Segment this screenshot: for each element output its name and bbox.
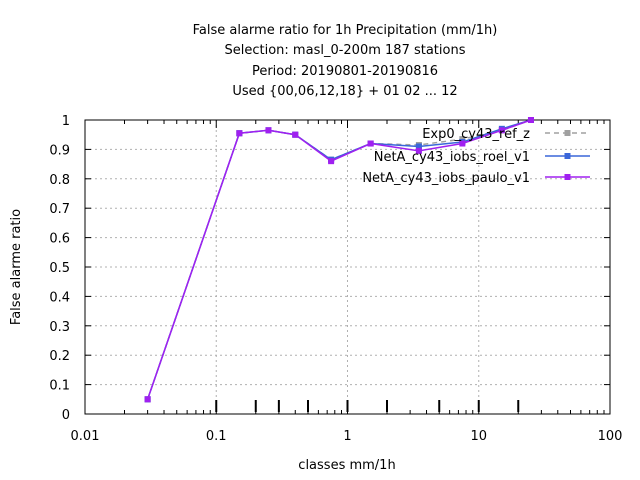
data-point bbox=[459, 140, 466, 147]
data-point bbox=[527, 117, 534, 123]
x-axis-label: classes mm/1h bbox=[298, 458, 395, 473]
class-markers bbox=[215, 400, 520, 412]
series-2 bbox=[144, 117, 534, 403]
axis-tick-labels: 0 0.1 0.2 0.3 0.4 0.5 0.6 0.7 0.8 0.9 1 0.01 0.1 1 10 1… bbox=[49, 114, 622, 444]
legend-marker bbox=[564, 153, 571, 159]
legend-marker bbox=[564, 174, 571, 180]
data-point bbox=[367, 140, 374, 147]
data-point bbox=[415, 147, 422, 154]
data-point bbox=[415, 143, 422, 150]
y-tick-label: 0.2 bbox=[49, 349, 70, 364]
y-tick-label: 0.1 bbox=[49, 379, 70, 394]
y-axis-label: False alarme ratio bbox=[9, 209, 24, 325]
x-tick-label: 100 bbox=[598, 429, 623, 444]
chart-title-block: False alarme ratio for 1h Precipitation … bbox=[193, 23, 498, 99]
legend-label: NetA_cy43_iobs_paulo_v1 bbox=[362, 171, 530, 186]
y-tick-label: 0.6 bbox=[49, 232, 70, 247]
chart-title-line-1: False alarme ratio for 1h Precipitation … bbox=[193, 23, 498, 38]
legend: Exp0_cy43_ref_z NetA_cy43_iobs_roel_v1 Net… bbox=[362, 127, 590, 186]
y-tick-label: 0.5 bbox=[49, 261, 70, 276]
y-tick-label: 0.8 bbox=[49, 173, 70, 188]
chart-grid bbox=[85, 120, 610, 414]
data-point bbox=[328, 158, 335, 165]
legend-label: Exp0_cy43_ref_z bbox=[422, 127, 530, 142]
chart-title-line-2: Selection: masl_0-200m 187 stations bbox=[225, 43, 466, 58]
y-tick-label: 0.7 bbox=[49, 202, 70, 217]
legend-label: NetA_cy43_iobs_roel_v1 bbox=[374, 150, 530, 165]
data-point bbox=[236, 130, 243, 137]
y-tick-label: 1 bbox=[62, 114, 70, 129]
x-tick-label: 1 bbox=[343, 429, 351, 444]
x-tick-label: 10 bbox=[470, 429, 487, 444]
series-layer bbox=[144, 117, 534, 403]
chart-title-line-4: Used {00,06,12,18} + 01 02 ... 12 bbox=[232, 84, 457, 99]
x-tick-label: 0.01 bbox=[71, 429, 100, 444]
data-point bbox=[144, 396, 151, 403]
axis-ticks bbox=[84, 119, 611, 415]
data-point bbox=[265, 127, 272, 134]
data-point bbox=[292, 131, 299, 138]
data-point bbox=[498, 127, 505, 134]
chart-title-line-3: Period: 20190801-20190816 bbox=[252, 64, 438, 79]
series-line bbox=[146, 119, 532, 400]
y-tick-label: 0.3 bbox=[49, 320, 70, 335]
legend-marker bbox=[564, 130, 571, 136]
x-tick-label: 0.1 bbox=[206, 429, 227, 444]
y-tick-label: 0.9 bbox=[49, 143, 70, 158]
y-tick-label: 0.4 bbox=[49, 290, 70, 305]
y-tick-label: 0 bbox=[62, 408, 70, 423]
